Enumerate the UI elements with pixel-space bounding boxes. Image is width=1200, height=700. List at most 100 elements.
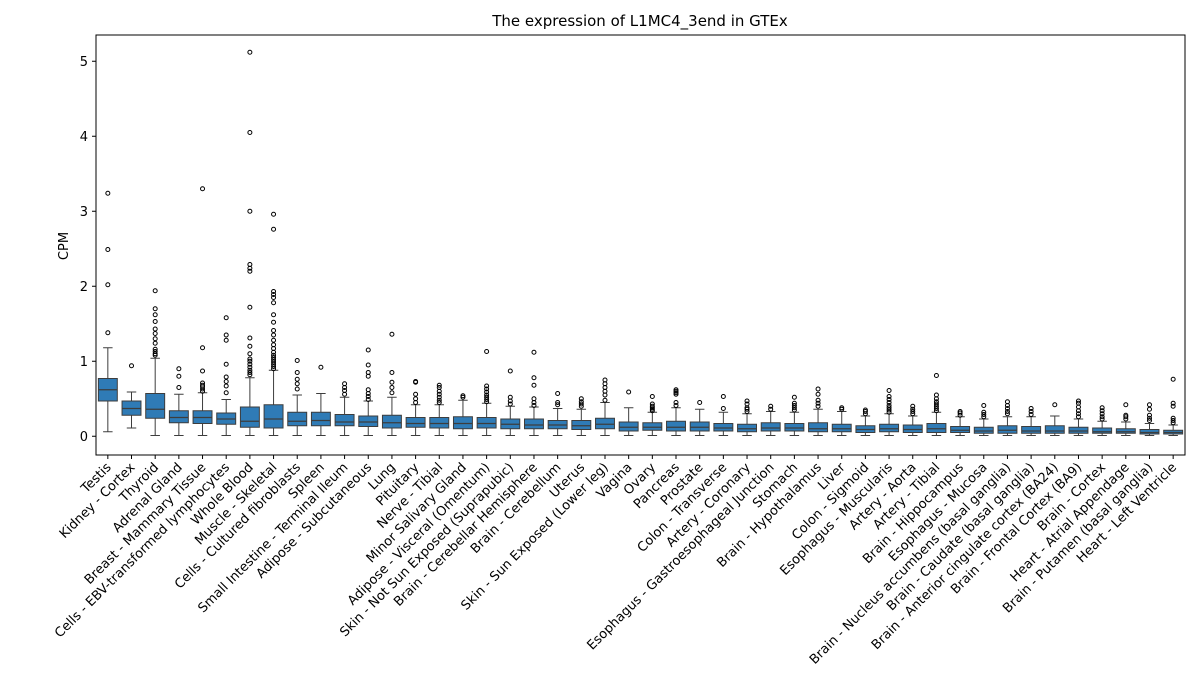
outlier-point <box>886 403 892 408</box>
outlier-point <box>271 211 277 217</box>
outlier-point <box>602 397 608 403</box>
outlier-point <box>271 295 277 300</box>
outlier-point <box>223 361 229 367</box>
outlier-point <box>152 312 158 318</box>
outlier-point <box>578 401 584 407</box>
outlier-point <box>1028 406 1034 411</box>
outlier-point <box>720 406 726 411</box>
outlier-point <box>744 401 750 407</box>
outlier-point <box>507 394 513 400</box>
y-tick-label: 0 <box>80 430 88 445</box>
outlier-point <box>697 400 703 405</box>
outlier-point <box>271 328 277 333</box>
outlier-point <box>247 304 253 310</box>
outlier-point <box>531 396 537 402</box>
box <box>287 411 308 427</box>
outlier-point <box>1004 399 1010 405</box>
outlier-point <box>1028 412 1034 417</box>
outlier-point <box>152 326 158 332</box>
outlier-point <box>1052 402 1058 408</box>
outlier-point <box>1146 418 1152 423</box>
outlier-point <box>886 388 892 393</box>
outlier-point <box>436 397 442 403</box>
box <box>1139 429 1160 435</box>
box <box>263 404 284 429</box>
outlier-point <box>531 375 537 381</box>
outlier-point <box>886 394 892 399</box>
outlier-point <box>484 389 490 395</box>
outlier-point <box>886 400 892 405</box>
outlier-point <box>673 400 679 405</box>
outlier-point <box>531 382 537 388</box>
box <box>168 410 189 424</box>
outlier-point <box>200 345 206 351</box>
outlier-point <box>839 405 845 411</box>
outlier-point <box>649 401 655 407</box>
outlier-point <box>649 394 655 399</box>
outlier-point <box>1146 406 1152 412</box>
outlier-point <box>436 400 442 405</box>
outlier-point <box>247 130 253 135</box>
box <box>760 422 781 432</box>
outlier-point <box>271 300 277 306</box>
outlier-point <box>507 368 513 374</box>
outlier-point <box>365 362 371 368</box>
outlier-point <box>365 370 371 375</box>
outlier-point <box>1170 403 1176 409</box>
box <box>429 417 450 429</box>
outlier-point <box>271 226 277 232</box>
outlier-point <box>555 402 561 408</box>
outlier-point <box>152 319 158 324</box>
outlier-point <box>200 380 206 386</box>
outlier-point <box>957 409 963 414</box>
box <box>405 417 426 428</box>
outlier-point <box>1004 406 1010 411</box>
outlier-point <box>1099 411 1105 417</box>
outlier-point <box>507 401 513 407</box>
outlier-point <box>271 289 277 294</box>
outlier-point <box>981 403 987 408</box>
box <box>334 414 355 427</box>
outlier-point <box>389 331 395 337</box>
outlier-point <box>555 400 561 405</box>
outlier-point <box>862 407 868 413</box>
outlier-point <box>1099 405 1105 411</box>
outlier-point <box>223 315 229 321</box>
outlier-point <box>720 394 726 399</box>
outlier-point <box>342 388 348 393</box>
outlier-point <box>1170 400 1176 406</box>
box <box>997 425 1018 434</box>
outlier-point <box>365 394 371 399</box>
outlier-point <box>389 379 395 385</box>
outlier-point <box>910 406 916 412</box>
outlier-point <box>247 262 253 267</box>
box <box>831 423 852 433</box>
outlier-point <box>649 403 655 409</box>
outlier-point <box>152 346 158 352</box>
box <box>642 422 663 431</box>
outlier-point <box>744 398 750 404</box>
outlier-point <box>223 383 229 389</box>
outlier-point <box>768 406 774 412</box>
outlier-point <box>1170 415 1176 421</box>
outlier-point <box>768 403 774 409</box>
outlier-point <box>342 381 348 387</box>
outlier-point <box>1099 416 1105 422</box>
box <box>145 393 166 419</box>
box <box>689 421 710 432</box>
outlier-point <box>271 292 277 297</box>
outlier-point <box>105 330 111 336</box>
outlier-point <box>1146 412 1152 418</box>
outlier-point <box>247 268 253 274</box>
box <box>666 420 686 432</box>
outlier-point <box>1075 411 1081 417</box>
axes-frame <box>95 34 1186 456</box>
outlier-point <box>886 405 892 411</box>
outlier-point <box>981 409 987 415</box>
box <box>902 424 923 433</box>
outlier-point <box>981 412 987 417</box>
outlier-point <box>933 392 939 398</box>
outlier-point <box>673 403 679 408</box>
outlier-point <box>484 383 490 389</box>
